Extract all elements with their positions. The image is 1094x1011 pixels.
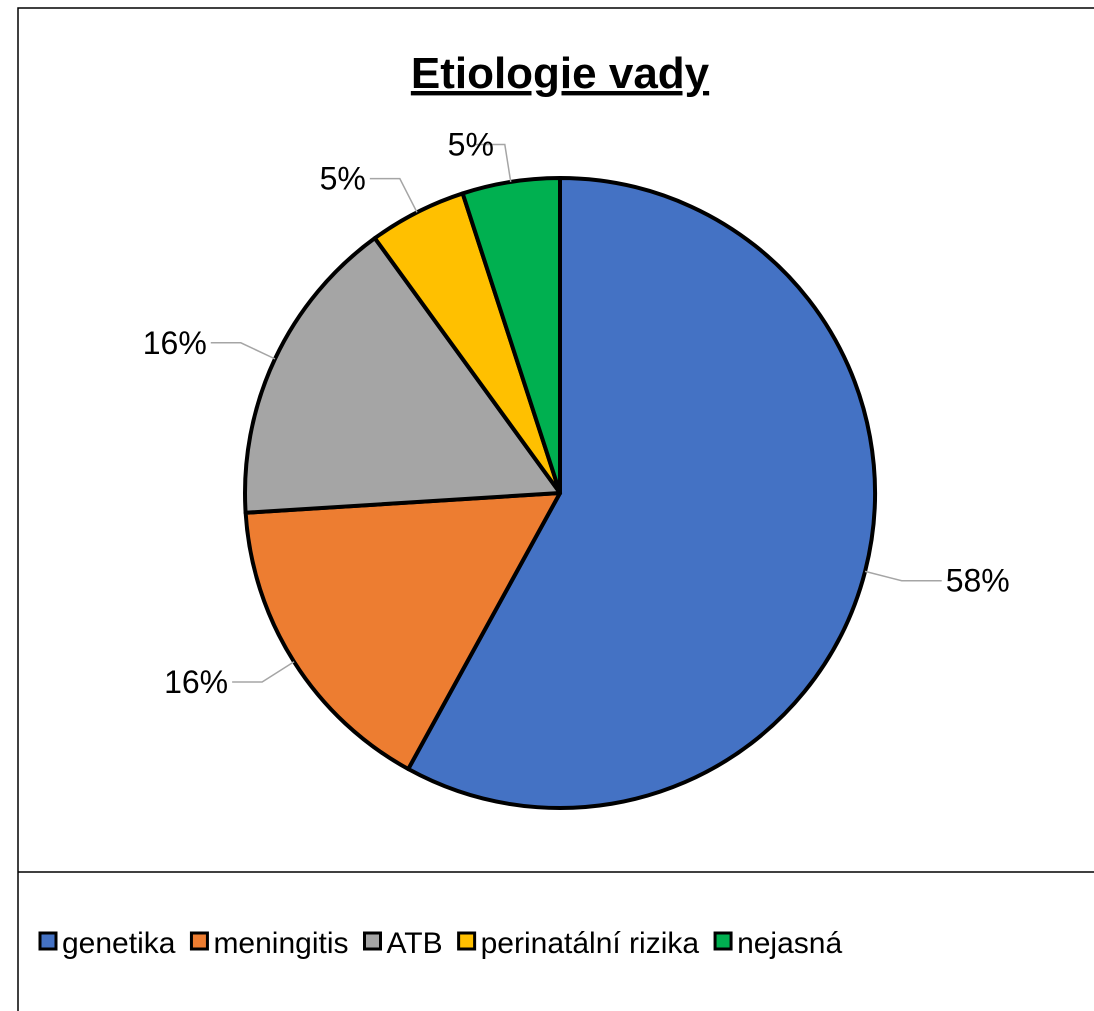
data-label: 16% [164,664,228,700]
pie-slice [243,491,562,772]
legend-swatch [38,931,58,951]
legend-label: perinatální rizika [481,927,700,960]
data-label: 16% [143,325,207,361]
leader-line [232,661,295,683]
leader-line [864,570,942,582]
leader-line [210,342,276,360]
pie-slice [460,176,562,495]
data-label: 5% [320,161,366,197]
chart-title: Etiologie vady [411,49,710,98]
legend-swatch [713,931,733,951]
data-label: 5% [448,127,494,163]
legend-label: meningitis [213,927,348,960]
pie-slice [406,176,877,810]
leader-line [369,177,418,213]
legend-swatch [189,931,209,951]
data-label: 58% [946,563,1010,599]
leader-line [474,143,512,182]
legend-swatch [457,931,477,951]
legend-label: ATB [387,927,443,960]
pie-slice [243,236,562,515]
legend-label: nejasná [737,927,842,960]
legend-swatch [363,931,382,951]
legend-label: genetika [62,927,176,960]
